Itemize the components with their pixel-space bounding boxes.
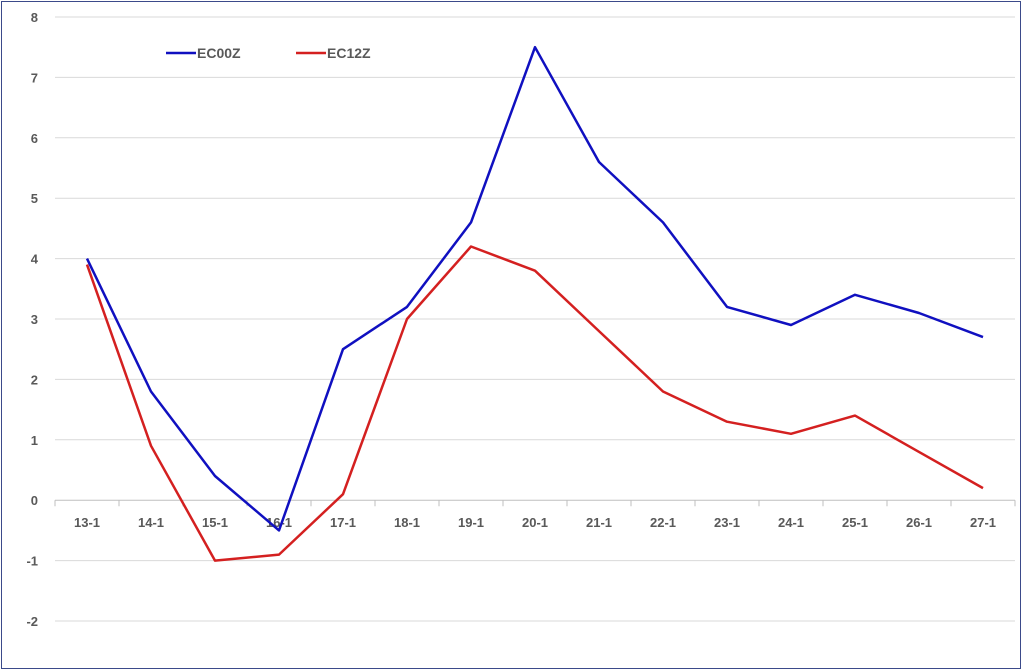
series-lines: [85, 45, 984, 562]
y-tick-label: 3: [31, 312, 38, 327]
x-tick-label: 25-1: [842, 515, 868, 530]
x-tick-label: 13-1: [74, 515, 100, 530]
x-tick-label: 18-1: [394, 515, 420, 530]
x-tick-label: 24-1: [778, 515, 804, 530]
y-tick-label: 0: [31, 493, 38, 508]
x-tick-label: 23-1: [714, 515, 740, 530]
y-tick-label: 2: [31, 372, 38, 387]
x-tick-label: 22-1: [650, 515, 676, 530]
y-tick-label: -1: [26, 554, 38, 569]
y-tick-label: 8: [31, 10, 38, 25]
y-tick-label: 6: [31, 131, 38, 146]
x-tick-label: 21-1: [586, 515, 612, 530]
y-tick-label: 4: [31, 252, 39, 267]
legend-label-ec00z: EC00Z: [197, 45, 241, 61]
y-tick-label: 7: [31, 70, 38, 85]
y-tick-label: 5: [31, 191, 38, 206]
x-tick-label: 14-1: [138, 515, 164, 530]
y-tick-label: -2: [26, 614, 38, 629]
x-tick-label: 20-1: [522, 515, 548, 530]
x-tick-label: 19-1: [458, 515, 484, 530]
x-tick-label: 27-1: [970, 515, 996, 530]
series-line-ec12z: [85, 245, 984, 562]
x-axis: [54, 499, 1016, 507]
series-line-ec00z: [85, 45, 984, 532]
x-tick-label: 15-1: [202, 515, 228, 530]
x-tick-label: 26-1: [906, 515, 932, 530]
x-tick-label: 17-1: [330, 515, 356, 530]
legend-label-ec12z: EC12Z: [327, 45, 371, 61]
y-axis-ticks: -2 -1 0 1 2 3 4 5 6 7 8: [26, 10, 38, 629]
legend: EC00Z EC12Z: [166, 45, 371, 61]
x-axis-ticks: 13-1 14-1 15-1 16-1 17-1 18-1 19-1 20-1 21-1 22-1…: [74, 515, 996, 530]
y-tick-label: 1: [31, 433, 38, 448]
